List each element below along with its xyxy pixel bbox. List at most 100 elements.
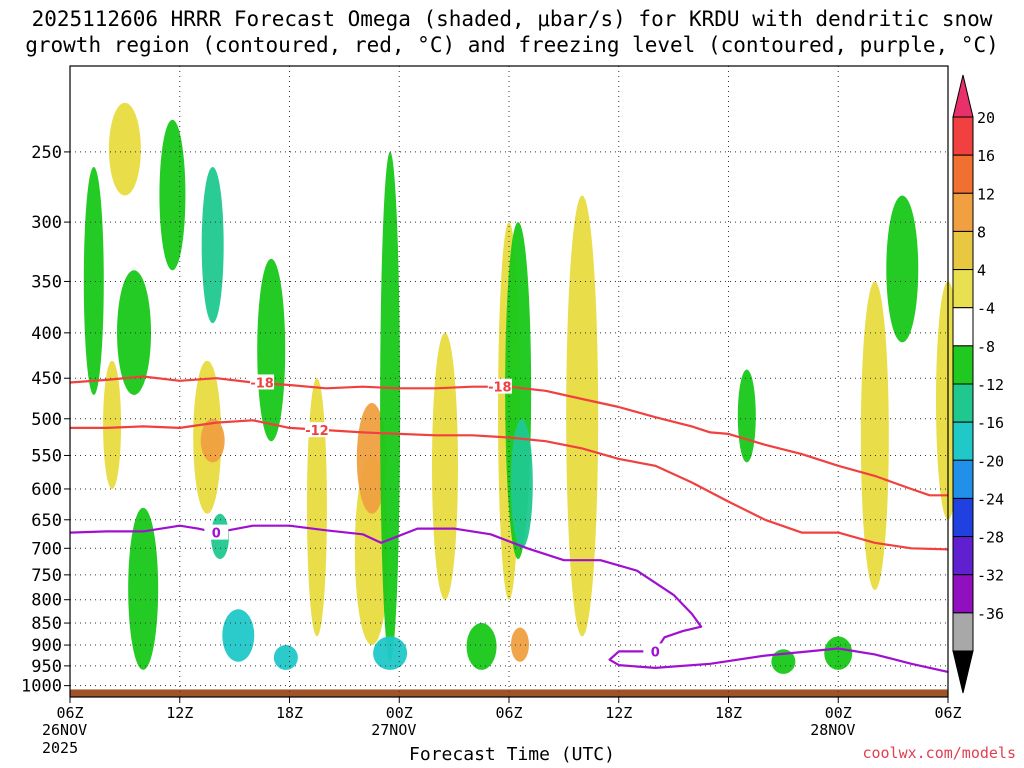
omega-region-22 bbox=[380, 151, 401, 662]
date-label-1: 27NOV bbox=[371, 721, 416, 739]
y-tick-label-900: 900 bbox=[31, 636, 62, 656]
date-label-2: 28NOV bbox=[810, 721, 855, 739]
colorbar-segment-1 bbox=[952, 154, 974, 194]
contour-label-bg-3 bbox=[204, 524, 229, 540]
site-credit: coolwx.com/models bbox=[862, 744, 1016, 762]
omega-region-26 bbox=[510, 418, 533, 549]
y-tick-label-500: 500 bbox=[31, 410, 62, 430]
colorbar-label-7: -12 bbox=[977, 376, 1004, 394]
colorbar-label-5: -4 bbox=[977, 300, 995, 318]
colorbar-label-2: 12 bbox=[977, 185, 995, 203]
colorbar-label-11: -28 bbox=[977, 529, 1004, 547]
colorbar-segment-3 bbox=[952, 230, 974, 271]
omega-region-14 bbox=[117, 270, 152, 395]
omega-region-13 bbox=[83, 167, 104, 395]
contour-label-dgz-minus-12-2: -12 bbox=[305, 424, 329, 439]
date-label-line: 26NOV bbox=[42, 721, 88, 739]
date-label-line: 2025 bbox=[42, 739, 79, 757]
y-tick-label-950: 950 bbox=[31, 657, 62, 677]
omega-region-6 bbox=[356, 403, 387, 514]
x-tick-label-30: 12Z bbox=[605, 704, 632, 722]
contour-label-freezing-level-3: 0 bbox=[212, 527, 221, 542]
contour-label-bg-2 bbox=[304, 422, 329, 438]
colorbar-label-10: -24 bbox=[977, 490, 1004, 508]
x-tick-label-36: 18Z bbox=[715, 704, 742, 722]
omega-region-1 bbox=[108, 102, 141, 196]
colorbar-label-8: -16 bbox=[977, 414, 1004, 432]
omega-region-7 bbox=[431, 332, 458, 600]
colorbar-top-arrow bbox=[952, 74, 974, 118]
colorbar-label-1: 16 bbox=[977, 147, 995, 165]
omega-region-3 bbox=[200, 418, 225, 463]
colorbar-segment-2 bbox=[952, 192, 974, 232]
colorbar-label-13: -36 bbox=[977, 605, 1004, 623]
chart-title: 2025112606 HRRR Forecast Omega (shaded, … bbox=[0, 6, 1024, 58]
colorbar-label-4: 4 bbox=[977, 262, 986, 280]
contour-label-dgz-minus-18-0: -18 bbox=[250, 376, 274, 391]
contour-label-bg-0 bbox=[250, 374, 275, 390]
y-tick-label-250: 250 bbox=[31, 143, 62, 163]
colorbar-label-0: 20 bbox=[977, 109, 995, 127]
omega-region-10 bbox=[566, 195, 599, 637]
contour-label-bg-1 bbox=[487, 378, 512, 394]
x-tick-label-24: 06Z bbox=[495, 704, 522, 722]
colorbar-bottom-arrow bbox=[952, 650, 974, 694]
x-tick-label-6: 12Z bbox=[166, 704, 193, 722]
omega-region-20 bbox=[257, 258, 286, 442]
colorbar-segment-6 bbox=[952, 345, 974, 385]
omega-region-19 bbox=[222, 609, 255, 662]
y-tick-label-300: 300 bbox=[31, 213, 62, 233]
y-tick-label-400: 400 bbox=[31, 324, 62, 344]
x-axis-title: Forecast Time (UTC) bbox=[409, 744, 615, 765]
date-label-line: 27NOV bbox=[371, 721, 417, 739]
contour-dgz-minus-12 bbox=[70, 419, 949, 551]
colorbar-segment-4 bbox=[952, 269, 974, 309]
omega-region-16 bbox=[159, 119, 186, 271]
omega-region-21 bbox=[273, 645, 298, 670]
colorbar-label-3: 8 bbox=[977, 223, 986, 241]
omega-region-27 bbox=[737, 369, 756, 463]
y-tick-label-1000: 1000 bbox=[21, 677, 62, 697]
omega-region-11 bbox=[860, 281, 889, 590]
x-tick-label-48: 06Z bbox=[934, 704, 961, 722]
colorbar-segment-9 bbox=[952, 459, 974, 499]
colorbar-segment-13 bbox=[952, 612, 974, 652]
title-line-1: 2025112606 HRRR Forecast Omega (shaded, … bbox=[31, 7, 993, 31]
contour-label-dgz-minus-18-1: -18 bbox=[488, 381, 512, 396]
y-tick-label-350: 350 bbox=[31, 272, 62, 292]
colorbar-segment-0 bbox=[952, 116, 974, 156]
contour-label-freezing-level-4: 0 bbox=[651, 645, 660, 660]
y-tick-label-700: 700 bbox=[31, 539, 62, 559]
y-tick-label-650: 650 bbox=[31, 511, 62, 531]
terrain-bar bbox=[70, 689, 948, 697]
plot-border bbox=[69, 65, 949, 698]
contour-freezing-level bbox=[69, 524, 949, 673]
date-label-line: 28NOV bbox=[810, 721, 856, 739]
colorbar-segment-8 bbox=[952, 421, 974, 461]
omega-region-17 bbox=[201, 167, 224, 324]
y-tick-label-800: 800 bbox=[31, 591, 62, 611]
x-tick-label-18: 00Z bbox=[386, 704, 413, 722]
title-line-2: growth region (contoured, red, °C) and f… bbox=[25, 33, 999, 57]
contour-dgz-minus-18 bbox=[69, 375, 948, 497]
colorbar-label-9: -20 bbox=[977, 452, 1004, 470]
y-tick-label-450: 450 bbox=[31, 369, 62, 389]
colorbar-segment-5 bbox=[952, 307, 974, 347]
x-tick-label-0: 06Z bbox=[56, 704, 83, 722]
omega-region-9 bbox=[510, 627, 529, 662]
colorbar-segment-11 bbox=[952, 536, 974, 576]
y-tick-label-550: 550 bbox=[31, 446, 62, 466]
y-tick-label-750: 750 bbox=[31, 566, 62, 586]
omega-region-23 bbox=[373, 636, 408, 670]
omega-region-28 bbox=[886, 195, 919, 343]
colorbar-segment-7 bbox=[952, 383, 974, 423]
x-tick-label-42: 00Z bbox=[825, 704, 852, 722]
colorbar-segment-10 bbox=[952, 497, 974, 538]
colorbar-label-6: -8 bbox=[977, 338, 995, 356]
colorbar-segment-12 bbox=[952, 574, 974, 614]
date-label-0: 26NOV 2025 bbox=[42, 721, 87, 757]
x-tick-label-12: 18Z bbox=[276, 704, 303, 722]
y-tick-label-850: 850 bbox=[31, 614, 62, 634]
contour-label-bg-4 bbox=[643, 643, 668, 659]
